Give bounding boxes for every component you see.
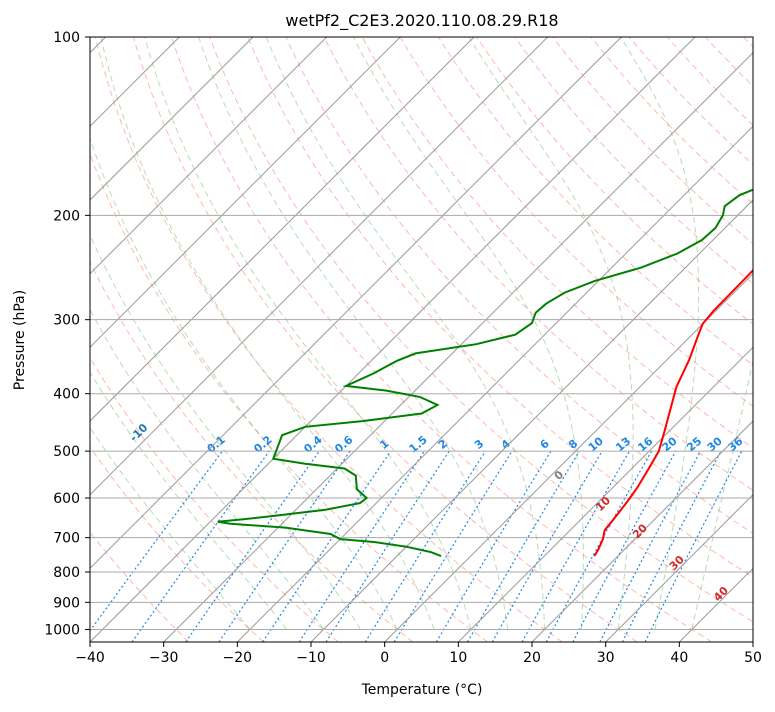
y-tick-label: 1000	[44, 622, 80, 638]
moist-adiabat-label: 0	[552, 468, 567, 483]
y-axis-ticks: 100 200 300 400 500 600 700 800 900 1000	[44, 30, 90, 638]
isotherm-line	[532, 37, 775, 642]
mixing-ratio-label: 6	[538, 437, 552, 452]
mixing-ratio-label: 0.6	[332, 433, 356, 456]
x-tick-label: 40	[670, 650, 688, 666]
isotherm-line	[0, 37, 400, 642]
isotherms	[0, 37, 775, 642]
mixing-ratio-line	[326, 451, 449, 642]
x-tick-label: −30	[149, 650, 179, 666]
moist-adiabat-label: 10	[593, 494, 613, 514]
moist-adiabat-label: 30	[667, 553, 687, 573]
isotherm-line	[164, 37, 769, 642]
dry-adiabat-line	[0, 37, 338, 642]
isotherm-line	[385, 37, 775, 642]
isotherm-line	[0, 37, 327, 642]
dry-adiabat-line	[0, 37, 263, 642]
mixing-ratio-line	[263, 451, 391, 642]
isotherm-line	[90, 37, 695, 642]
mixing-ratio-line	[365, 451, 485, 642]
y-tick-label: 500	[53, 444, 80, 460]
x-tick-label: −10	[296, 650, 326, 666]
mixing-ratio-label: 8	[566, 437, 580, 452]
x-tick-label: −40	[75, 650, 105, 666]
isotherm-line	[237, 37, 775, 642]
dry-adiabat-line	[705, 37, 775, 642]
moist-adiabat-line	[354, 37, 584, 629]
mixing-ratio-line	[82, 451, 223, 642]
x-tick-label: 0	[380, 650, 389, 666]
dry-adiabat-line	[744, 37, 775, 642]
isotherm-line	[679, 37, 775, 642]
y-tick-label: 300	[53, 313, 80, 329]
isotherm-line	[458, 37, 775, 642]
dry-adiabat-line	[667, 37, 775, 642]
dry-adiabat-line	[19, 37, 413, 642]
dry-adiabat-line	[515, 37, 775, 642]
mixing-ratio-label: 0.1	[205, 433, 228, 455]
mixing-ratio-label: 0.4	[301, 433, 325, 456]
y-tick-label: 100	[53, 30, 80, 46]
mixing-ratio-line	[219, 451, 350, 642]
x-tick-label: 50	[744, 650, 762, 666]
mixing-ratio-label: 4	[499, 437, 513, 452]
moist-adiabat-line	[692, 37, 775, 629]
plot-frame	[90, 37, 753, 642]
moist-adiabat-line	[266, 37, 544, 629]
moist-adiabat-line	[145, 37, 471, 629]
y-tick-label: 700	[53, 531, 80, 547]
x-tick-label: 10	[449, 650, 467, 666]
isobars	[90, 37, 753, 629]
moist-adiabat-line	[469, 37, 633, 629]
moist-adiabat-line	[0, 37, 250, 629]
mixing-ratio-line	[645, 451, 742, 642]
x-tick-label: 30	[597, 650, 615, 666]
moist-adiabat-label: 40	[711, 584, 731, 604]
mixing-ratio-label: 0.2	[251, 433, 274, 455]
moist-adiabat-line	[621, 37, 699, 629]
isotherm-line	[606, 37, 775, 642]
dry-adiabat-label: -10	[127, 421, 150, 444]
dry-adiabat-line	[133, 37, 637, 642]
moist-adiabat-line	[101, 37, 434, 629]
mixing-ratio-label: 2	[436, 437, 450, 452]
y-tick-label: 400	[53, 387, 80, 403]
y-tick-label: 800	[53, 565, 80, 581]
x-axis-label: Temperature (°C)	[361, 682, 483, 698]
x-tick-label: 20	[523, 650, 541, 666]
dry-adiabat-line	[0, 37, 189, 642]
mixing-ratio-label: 1	[377, 437, 391, 452]
moist-adiabat-line	[0, 37, 287, 629]
isotherm-line	[753, 37, 775, 642]
mixing-ratio-line	[573, 451, 676, 642]
x-tick-label: −20	[223, 650, 253, 666]
mixing-ratio-label: 3	[472, 437, 486, 452]
y-tick-label: 900	[53, 595, 80, 611]
y-axis-label: Pressure (hPa)	[12, 290, 28, 390]
moist-adiabat-label: 20	[630, 521, 650, 541]
isotherm-line	[0, 37, 474, 642]
x-axis-ticks: −40 −30 −20 −10 0 10 20 30 40 50	[75, 642, 762, 666]
dry-adiabat-line	[591, 37, 775, 642]
y-tick-label: 200	[53, 208, 80, 224]
mixing-ratio-line	[132, 451, 269, 642]
chart-title: wetPf2_C2E3.2020.110.08.29.R18	[285, 11, 558, 31]
dry-adiabats	[0, 37, 775, 642]
dry-adiabat-line	[172, 37, 712, 642]
y-tick-label: 600	[53, 491, 80, 507]
dry-adiabat-line	[438, 37, 775, 642]
mixing-ratio-line	[600, 451, 701, 642]
isotherm-line	[0, 37, 253, 642]
dry-adiabat-line	[553, 37, 775, 642]
